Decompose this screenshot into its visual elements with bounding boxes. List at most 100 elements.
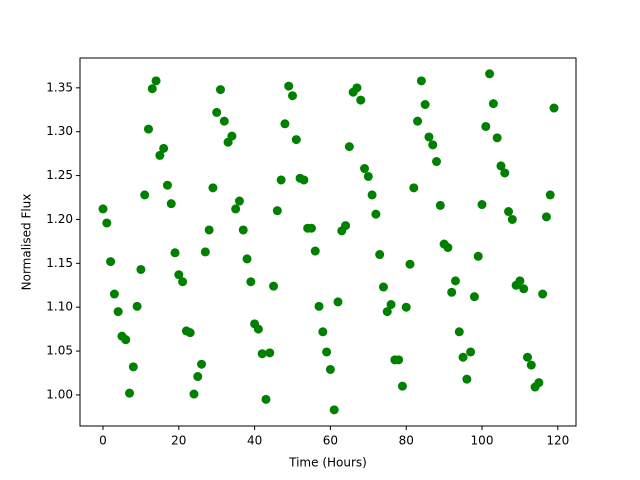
x-tick-label: 40	[247, 434, 262, 448]
point	[155, 150, 165, 160]
x-tick-label: 20	[171, 434, 186, 448]
point	[113, 307, 123, 317]
point	[454, 327, 464, 337]
point	[189, 389, 199, 399]
point	[204, 225, 214, 235]
point	[208, 183, 218, 193]
y-tick-label: 1.20	[46, 212, 73, 226]
point	[356, 95, 366, 105]
point	[450, 276, 460, 286]
point	[541, 212, 551, 222]
point	[178, 277, 188, 287]
point	[405, 259, 415, 269]
point	[526, 360, 536, 370]
point	[488, 99, 498, 109]
point	[397, 381, 407, 391]
point	[447, 287, 457, 297]
point	[363, 171, 373, 181]
point	[360, 164, 370, 174]
point	[109, 289, 119, 299]
point	[432, 157, 442, 167]
point	[435, 200, 445, 210]
x-axis-label: Time (Hours)	[288, 456, 367, 470]
point	[522, 352, 532, 362]
point	[227, 131, 237, 141]
point	[473, 251, 483, 261]
point	[102, 218, 112, 228]
point	[234, 196, 244, 206]
point	[428, 140, 438, 150]
point	[265, 348, 275, 358]
y-tick-label: 1.35	[46, 80, 73, 94]
y-tick-label: 1.05	[46, 344, 73, 358]
x-tick-label: 120	[546, 434, 569, 448]
point	[261, 394, 271, 404]
x-tick-label: 0	[99, 434, 107, 448]
point	[534, 378, 544, 388]
point	[125, 388, 135, 398]
point	[193, 372, 203, 382]
point	[253, 324, 263, 334]
point	[306, 223, 316, 233]
point	[496, 161, 506, 171]
point	[545, 190, 555, 200]
point	[162, 180, 172, 190]
x-tick-label: 60	[323, 434, 338, 448]
point	[318, 327, 328, 337]
point	[378, 282, 388, 292]
point	[382, 307, 392, 317]
point	[140, 190, 150, 200]
point	[462, 374, 472, 384]
point	[310, 246, 320, 256]
point	[280, 119, 290, 129]
point	[458, 352, 468, 362]
x-tick-label: 80	[399, 434, 414, 448]
point	[121, 335, 131, 345]
point	[147, 84, 157, 94]
y-tick-label: 1.10	[46, 300, 73, 314]
point	[329, 405, 339, 415]
point	[143, 124, 153, 134]
point	[477, 200, 487, 210]
x-tick-label: 100	[471, 434, 494, 448]
point	[386, 300, 396, 310]
point	[215, 85, 225, 95]
point	[200, 247, 210, 257]
point	[185, 328, 195, 338]
point	[420, 100, 430, 110]
y-tick-label: 1.00	[46, 387, 73, 401]
plot-frame	[79, 57, 577, 427]
point	[159, 143, 169, 153]
point	[106, 257, 116, 267]
point	[333, 297, 343, 307]
point	[424, 132, 434, 142]
point	[325, 364, 335, 374]
point	[538, 289, 548, 299]
point	[371, 209, 381, 219]
point	[284, 81, 294, 91]
point	[170, 248, 180, 258]
y-tick-label: 1.15	[46, 256, 73, 270]
point	[272, 206, 282, 216]
point	[219, 116, 229, 126]
y-tick-label: 1.25	[46, 168, 73, 182]
y-axis-label: Normalised Flux	[20, 194, 34, 291]
point	[375, 250, 385, 260]
point	[469, 292, 479, 302]
point	[492, 133, 502, 143]
point	[322, 347, 332, 357]
point	[352, 83, 362, 93]
point	[136, 264, 146, 274]
point	[443, 243, 453, 253]
point	[344, 142, 354, 152]
point	[401, 302, 411, 312]
point	[416, 76, 426, 86]
point	[166, 199, 176, 209]
point	[299, 175, 309, 185]
point	[314, 301, 324, 311]
point	[132, 301, 142, 311]
point	[481, 121, 491, 131]
point	[98, 204, 108, 214]
